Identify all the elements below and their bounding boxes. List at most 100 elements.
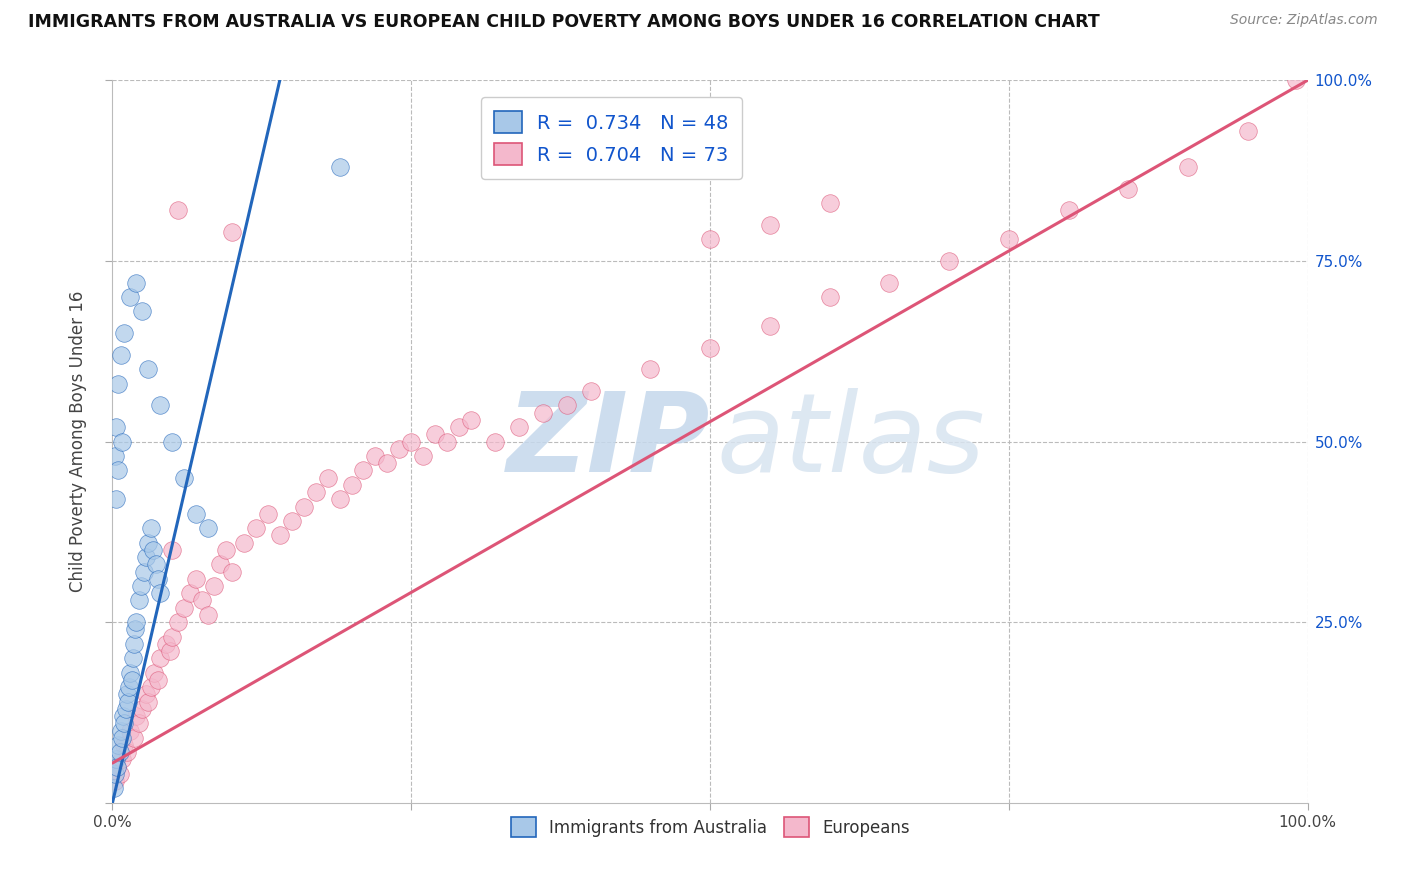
Point [117,695,139,709]
Point [121,651,143,665]
Point [146,572,169,586]
Point [146,673,169,687]
Point [401,434,423,449]
Point [162,630,183,644]
Point [292,500,315,514]
Point [115,745,138,759]
Point [111,731,134,745]
Point [197,521,219,535]
Point [112,709,135,723]
Point [167,203,190,218]
Point [186,507,208,521]
Point [460,413,482,427]
Point [484,434,506,449]
Point [245,521,267,535]
Point [162,434,183,449]
Point [128,716,150,731]
Point [107,463,129,477]
Point [142,542,165,557]
Point [122,637,145,651]
Point [555,398,578,412]
Point [425,427,447,442]
Point [818,196,841,211]
Point [111,434,134,449]
Point [329,492,352,507]
Point [122,731,145,745]
Point [209,558,232,572]
Point [329,160,352,174]
Point [233,535,256,549]
Point [114,738,135,752]
Point [110,348,132,362]
Point [138,535,160,549]
Text: Source: ZipAtlas.com: Source: ZipAtlas.com [1230,13,1378,28]
Point [155,637,177,651]
Point [120,723,142,738]
Point [145,558,167,572]
Point [202,579,225,593]
Point [759,318,782,333]
Point [149,651,172,665]
Point [191,593,214,607]
Point [269,528,291,542]
Point [111,752,134,766]
Point [159,644,181,658]
Point [124,623,146,637]
Point [115,687,138,701]
Point [162,542,183,557]
Point [120,290,142,304]
Point [818,290,841,304]
Point [104,767,127,781]
Point [221,565,243,579]
Legend: Immigrants from Australia, Europeans: Immigrants from Australia, Europeans [502,809,918,845]
Y-axis label: Child Poverty Among Boys Under 16: Child Poverty Among Boys Under 16 [69,291,87,592]
Point [1118,182,1140,196]
Point [215,542,238,557]
Point [105,752,128,766]
Point [1177,160,1199,174]
Point [135,687,157,701]
Point [114,326,135,340]
Point [149,398,172,412]
Point [412,449,434,463]
Point [125,615,148,630]
Point [197,607,219,622]
Point [186,572,208,586]
Point [131,702,153,716]
Point [508,420,530,434]
Point [221,225,243,239]
Point [938,253,960,268]
Point [447,420,470,434]
Point [1285,73,1308,87]
Point [104,449,127,463]
Point [531,406,554,420]
Point [108,767,131,781]
Point [107,376,129,391]
Point [103,781,125,796]
Point [173,470,195,484]
Point [105,420,128,434]
Point [149,586,172,600]
Point [107,738,129,752]
Point [138,695,160,709]
Point [131,304,153,318]
Point [105,492,128,507]
Point [114,702,136,716]
Point [305,485,328,500]
Point [120,665,142,680]
Point [281,514,304,528]
Point [125,709,148,723]
Text: IMMIGRANTS FROM AUSTRALIA VS EUROPEAN CHILD POVERTY AMONG BOYS UNDER 16 CORRELAT: IMMIGRANTS FROM AUSTRALIA VS EUROPEAN CH… [28,13,1099,31]
Point [1057,203,1080,218]
Point [105,760,128,774]
Point [128,593,150,607]
Point [125,276,148,290]
Point [879,276,901,290]
Point [699,341,721,355]
Point [121,673,143,687]
Point [135,550,157,565]
Point [579,384,602,398]
Text: atlas: atlas [716,388,984,495]
Point [436,434,458,449]
Point [640,362,662,376]
